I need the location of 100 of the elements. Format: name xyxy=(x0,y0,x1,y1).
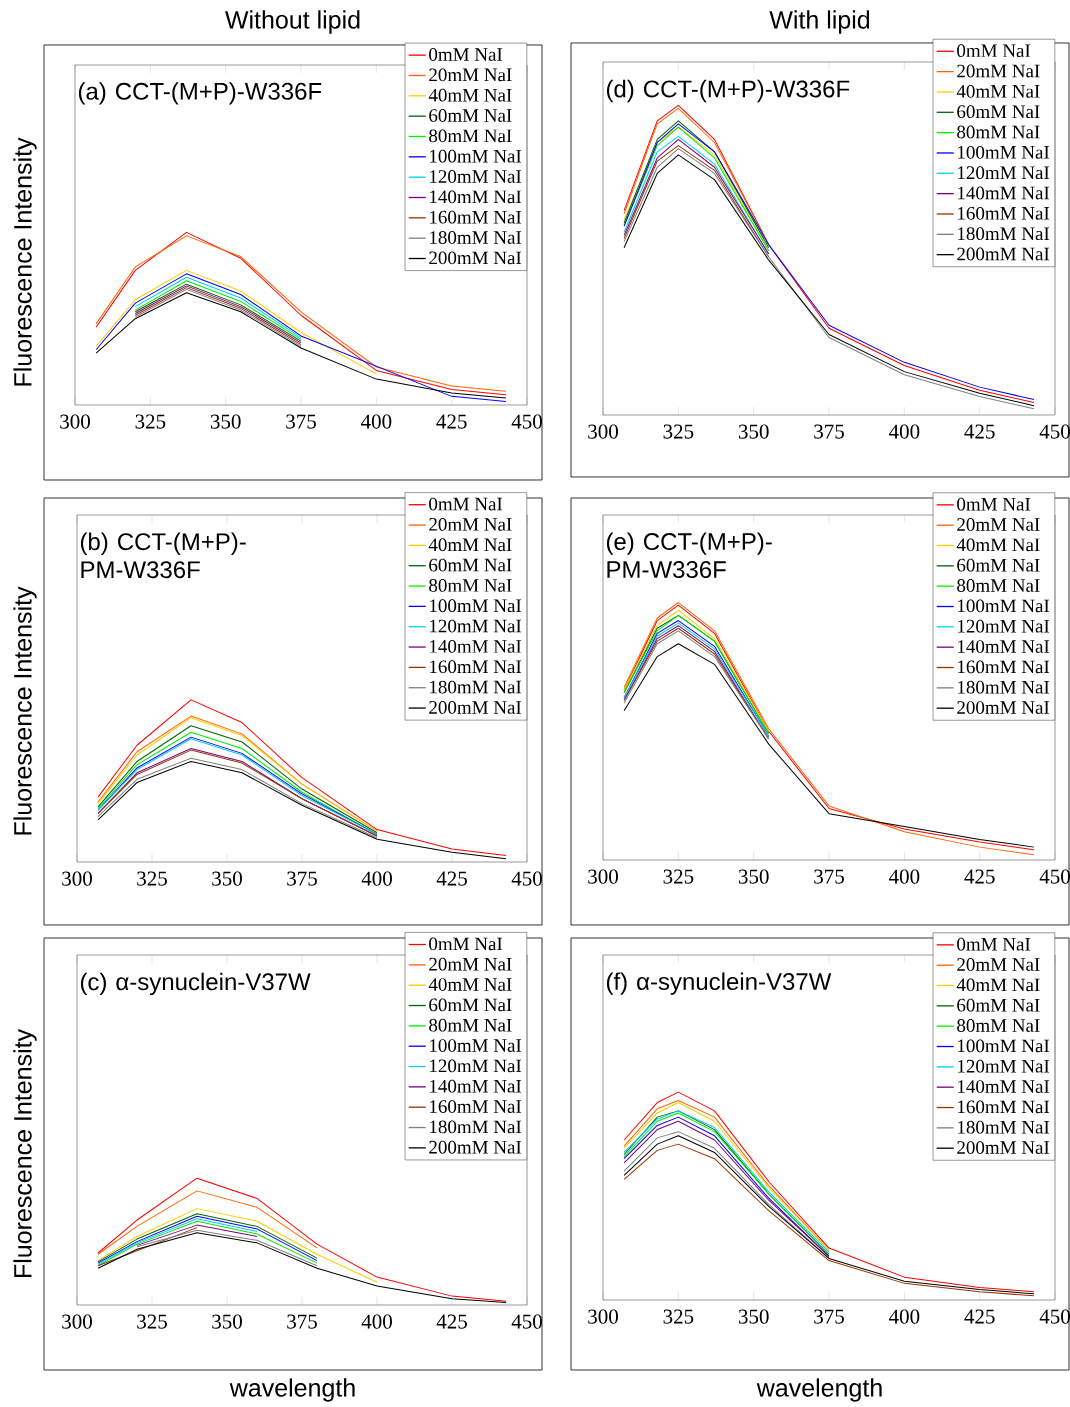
y-axis-title: Fluorescence Intensity xyxy=(13,1029,37,1278)
x-tick-label: 325 xyxy=(663,424,694,439)
x-tick-label: 400 xyxy=(889,424,920,439)
legend-label: 160mM NaI xyxy=(958,206,1050,220)
x-tick-label: 300 xyxy=(588,1309,618,1324)
legend-label: 100mM NaI xyxy=(958,145,1050,159)
legend-label: 80mM NaI xyxy=(957,579,1040,592)
x-tick-label: 350 xyxy=(212,1314,242,1329)
legend-label: 60mM NaI xyxy=(429,998,512,1012)
legend-label: 200mM NaI xyxy=(429,1140,522,1154)
legend-label: 160mM NaI xyxy=(430,1100,522,1113)
legend-label: 0mM NaI xyxy=(957,937,1031,951)
x-tick-label: 350 xyxy=(738,1309,769,1324)
x-tick-label: 350 xyxy=(738,869,769,884)
legend-label: 140mM NaI xyxy=(958,640,1050,653)
legend-label: 140mM NaI xyxy=(430,1079,522,1093)
legend-label: 160mM NaI xyxy=(430,210,522,224)
x-tick-label: 325 xyxy=(135,414,166,429)
legend-label: 120mM NaI xyxy=(430,1059,522,1073)
legend-label: 0mM NaI xyxy=(957,44,1031,58)
x-tick-label: 425 xyxy=(964,1309,995,1324)
x-tick-label: 375 xyxy=(814,1309,844,1324)
legend-label: 60mM NaI xyxy=(957,998,1040,1012)
legend-label: 180mM NaI xyxy=(430,1120,522,1134)
x-tick-label: 425 xyxy=(964,869,995,884)
x-tick-label: 400 xyxy=(361,871,392,886)
legend-label: 40mM NaI xyxy=(428,88,512,102)
legend-label: 160mM NaI xyxy=(430,660,522,674)
y-axis-title: Fluorescence Intensity xyxy=(13,137,37,386)
legend-label: 180mM NaI xyxy=(958,680,1050,694)
x-tick-label: 300 xyxy=(588,424,618,439)
legend-label: 140mM NaI xyxy=(958,186,1050,200)
legend-label: 40mM NaI xyxy=(428,978,512,991)
legend-label: 80mM NaI xyxy=(429,578,512,592)
x-tick-label: 425 xyxy=(436,871,467,886)
legend-label: 180mM NaI xyxy=(430,680,522,694)
legend-label: 60mM NaI xyxy=(429,109,512,122)
legend-label: 100mM NaI xyxy=(430,1039,522,1052)
legend-label: 0mM NaI xyxy=(429,937,503,951)
legend-label: 0mM NaI xyxy=(429,48,503,61)
legend-label: 20mM NaI xyxy=(429,517,512,531)
x-tick-label: 300 xyxy=(62,1314,92,1329)
legend-label: 120mM NaI xyxy=(958,619,1050,633)
legend-label: 40mM NaI xyxy=(956,84,1040,98)
chart-title: (d) CCT-(M+P)-W336F xyxy=(606,79,850,103)
legend-label: 40mM NaI xyxy=(956,978,1040,992)
legend-label: 200mM NaI xyxy=(429,701,522,714)
x-tick-label: 450 xyxy=(1039,424,1070,439)
legend-label: 140mM NaI xyxy=(430,640,522,653)
legend-label: 20mM NaI xyxy=(429,68,512,82)
legend-label: 200mM NaI xyxy=(429,251,522,265)
x-tick-label: 400 xyxy=(889,869,920,884)
x-tick-label: 425 xyxy=(436,1314,467,1329)
legend-label: 100mM NaI xyxy=(958,1039,1050,1053)
x-tick-label: 375 xyxy=(287,1314,317,1329)
legend-label: 20mM NaI xyxy=(429,957,512,971)
legend-label: 20mM NaI xyxy=(957,518,1040,531)
legend-label: 80mM NaI xyxy=(429,129,512,143)
x-tick-label: 350 xyxy=(738,424,769,439)
x-tick-label: 325 xyxy=(663,1309,694,1324)
x-tick-label: 425 xyxy=(436,414,467,429)
x-tick-label: 350 xyxy=(210,414,241,429)
legend-label: 140mM NaI xyxy=(430,190,522,204)
legend-label: 160mM NaI xyxy=(958,1100,1050,1114)
x-tick-label: 400 xyxy=(889,1309,920,1324)
legend-label: 120mM NaI xyxy=(958,1059,1050,1073)
x-tick-label: 325 xyxy=(663,869,694,884)
x-tick-label: 300 xyxy=(588,869,618,884)
chart-subtitle: Without lipid xyxy=(225,10,360,34)
legend-label: 80mM NaI xyxy=(957,125,1040,139)
x-tick-label: 375 xyxy=(814,869,844,884)
legend-label: 200mM NaI xyxy=(957,1141,1050,1154)
x-axis-title: wavelength xyxy=(229,1378,355,1402)
legend-label: 80mM NaI xyxy=(429,1018,512,1032)
legend-label: 20mM NaI xyxy=(957,958,1040,971)
legend-label: 100mM NaI xyxy=(958,599,1050,613)
legend-label: 120mM NaI xyxy=(430,619,522,633)
x-tick-label: 375 xyxy=(286,414,316,429)
x-tick-label: 450 xyxy=(511,871,542,886)
legend-label: 180mM NaI xyxy=(958,1120,1050,1134)
x-tick-label: 450 xyxy=(511,414,542,429)
y-axis-title: Fluorescence Intensity xyxy=(13,586,37,835)
chart-title: (c) α-synuclein-V37W xyxy=(80,972,311,996)
x-tick-label: 350 xyxy=(212,871,242,886)
legend-label: 80mM NaI xyxy=(957,1019,1040,1032)
x-tick-label: 450 xyxy=(1039,869,1070,884)
legend-label: 160mM NaI xyxy=(958,660,1050,674)
chart-title: (a) CCT-(M+P)-W336F xyxy=(78,82,322,105)
x-tick-label: 325 xyxy=(137,1314,167,1329)
x-tick-label: 425 xyxy=(964,424,995,439)
x-tick-label: 400 xyxy=(361,1314,392,1329)
x-tick-label: 300 xyxy=(62,871,92,886)
x-tick-label: 325 xyxy=(137,871,167,886)
x-tick-label: 375 xyxy=(814,424,844,439)
legend-label: 40mM NaI xyxy=(956,538,1040,552)
legend-label: 100mM NaI xyxy=(430,149,522,163)
x-axis-title: wavelength xyxy=(756,1378,882,1402)
chart-title: (f) α-synuclein-V37W xyxy=(606,972,832,995)
legend-label: 200mM NaI xyxy=(957,701,1050,714)
x-tick-label: 300 xyxy=(60,414,90,429)
